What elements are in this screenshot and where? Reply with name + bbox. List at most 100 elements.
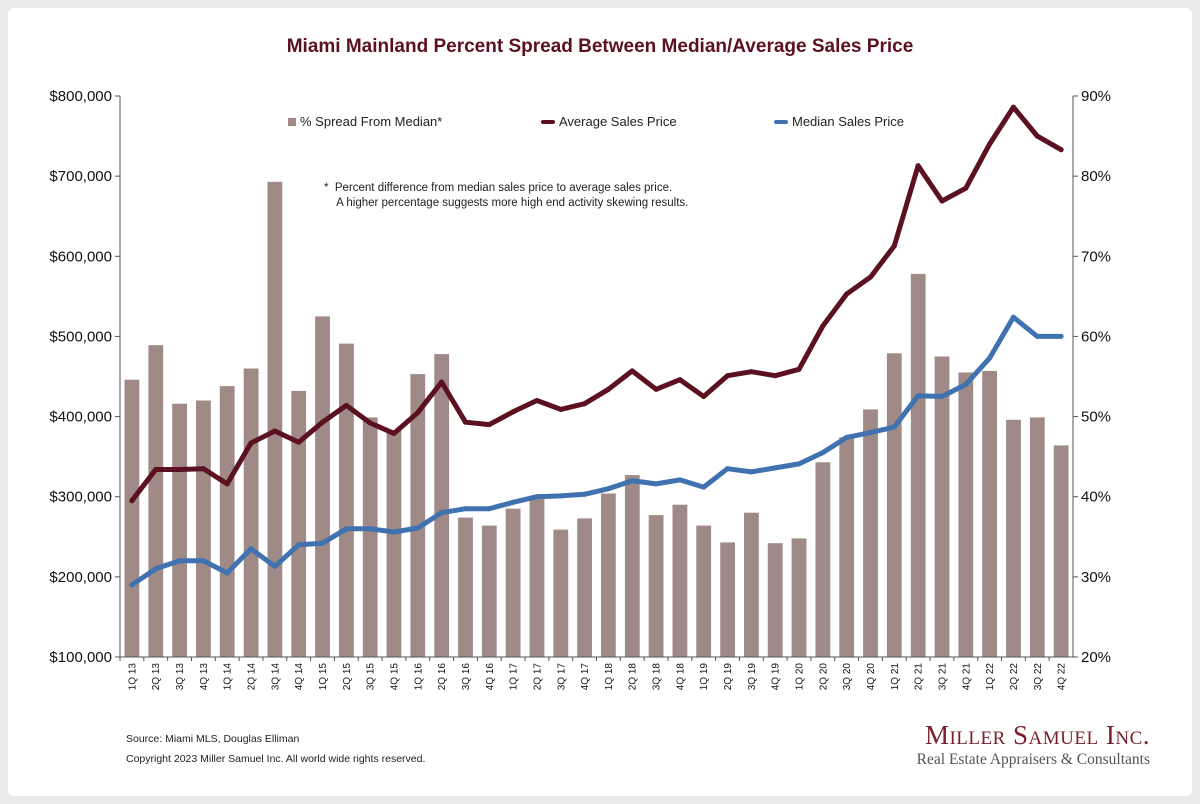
bar-spread-10 — [362, 417, 378, 657]
point-average-34 — [939, 198, 945, 204]
point-average-24 — [701, 394, 707, 399]
point-average-32 — [891, 243, 897, 249]
x-tick-label-7: 4Q 14 — [294, 663, 305, 691]
point-median-32 — [891, 424, 897, 430]
bar-spread-3 — [196, 400, 211, 657]
point-median-12 — [415, 525, 421, 531]
bar-spread-25 — [720, 542, 735, 657]
x-tick-label-35: 4Q 21 — [961, 663, 972, 691]
point-average-22 — [653, 386, 659, 392]
point-average-25 — [725, 373, 730, 379]
point-average-18 — [558, 406, 564, 412]
point-average-8 — [320, 419, 325, 425]
legend-label-spread: % Spread From Median* — [300, 114, 443, 129]
chart-footnote: * Percent difference from median sales p… — [324, 182, 689, 209]
x-tick-label-8: 1Q 15 — [318, 663, 329, 691]
point-average-38 — [1034, 133, 1040, 139]
chart-title: Miami Mainland Percent Spread Between Me… — [286, 36, 914, 57]
point-average-2 — [177, 467, 183, 472]
bar-spread-6 — [267, 181, 283, 658]
point-average-10 — [367, 420, 373, 426]
point-average-15 — [486, 422, 492, 428]
point-median-15 — [486, 506, 492, 512]
point-average-5 — [248, 440, 254, 446]
point-average-20 — [605, 386, 611, 392]
point-average-3 — [200, 466, 206, 472]
bar-spread-4 — [219, 386, 235, 657]
x-tick-label-30: 3Q 20 — [842, 663, 853, 691]
bar-spread-0 — [124, 379, 140, 657]
bar-spread-38 — [1029, 417, 1045, 657]
point-average-6 — [272, 428, 278, 434]
legend-label-median: Median Sales Price — [792, 114, 904, 129]
point-median-5 — [248, 546, 254, 552]
point-median-31 — [868, 430, 873, 436]
y-left-tick-label-1: $200,000 — [49, 569, 112, 586]
line-average-sales-price — [129, 104, 1064, 504]
x-tick-label-11: 4Q 15 — [389, 663, 400, 691]
x-tick-label-33: 2Q 21 — [914, 663, 925, 691]
y-right-tick-label-5: 70% — [1081, 248, 1111, 265]
point-median-4 — [224, 570, 230, 576]
x-tick-label-22: 3Q 18 — [652, 663, 663, 691]
bar-spread-2 — [172, 403, 187, 657]
x-tick-label-23: 4Q 18 — [675, 663, 686, 691]
bar-spread-5 — [243, 368, 259, 657]
point-average-9 — [343, 402, 349, 408]
point-average-14 — [463, 419, 468, 425]
x-tick-label-14: 3Q 16 — [461, 663, 472, 691]
point-average-37 — [1010, 104, 1016, 110]
x-tick-label-1: 2Q 13 — [151, 663, 162, 691]
point-average-27 — [772, 373, 778, 379]
point-average-19 — [582, 401, 588, 407]
y-right-tick-label-6: 80% — [1081, 168, 1111, 185]
y-left-tick-label-5: $600,000 — [49, 248, 112, 265]
point-median-0 — [129, 582, 135, 588]
point-average-23 — [677, 377, 683, 383]
bar-spread-29 — [815, 462, 831, 657]
legend-swatch-average — [541, 119, 555, 124]
point-median-6 — [272, 563, 278, 569]
point-average-17 — [534, 398, 540, 403]
x-tick-label-2: 3Q 13 — [175, 663, 186, 691]
point-median-19 — [582, 491, 588, 497]
x-tick-label-9: 2Q 15 — [342, 663, 353, 691]
point-median-36 — [987, 355, 993, 361]
x-tick-label-13: 2Q 16 — [437, 663, 448, 691]
x-tick-label-21: 2Q 18 — [628, 663, 639, 691]
bar-spread-35 — [958, 372, 974, 657]
point-median-8 — [320, 540, 325, 546]
x-tick-label-12: 1Q 16 — [413, 663, 424, 691]
x-tick-label-27: 4Q 19 — [771, 663, 782, 691]
legend-item-median: Median Sales Price — [774, 114, 904, 129]
point-median-35 — [963, 382, 969, 387]
bar-spread-22 — [648, 515, 664, 657]
point-average-16 — [510, 409, 516, 415]
bar-spread-37 — [1006, 419, 1021, 657]
point-median-20 — [605, 486, 611, 492]
x-tick-label-29: 2Q 20 — [818, 663, 829, 691]
bar-spread-18 — [553, 529, 569, 657]
bar-spread-33 — [910, 273, 926, 657]
point-average-30 — [844, 291, 850, 297]
point-median-24 — [701, 484, 707, 490]
point-median-3 — [200, 558, 206, 564]
y-right-tick-label-1: 30% — [1081, 569, 1111, 586]
point-average-36 — [987, 141, 993, 147]
bar-spread-30 — [839, 437, 855, 657]
x-tick-label-34: 3Q 21 — [937, 663, 948, 691]
point-average-11 — [391, 430, 397, 436]
brand-tagline: Real Estate Appraisers & Consultants — [916, 751, 1150, 768]
bar-spread-12 — [410, 374, 426, 657]
brand-name: Miller Samuel Inc. — [924, 720, 1150, 750]
bar-spread-16 — [505, 508, 521, 657]
y-left-tick-label-6: $700,000 — [49, 168, 112, 185]
x-tick-label-31: 4Q 20 — [866, 663, 877, 691]
x-tick-label-24: 1Q 19 — [699, 663, 710, 691]
line-median-sales-price — [129, 314, 1064, 588]
point-average-28 — [796, 366, 802, 372]
point-average-1 — [153, 467, 159, 472]
source-text: Source: Miami MLS, Douglas Elliman — [126, 733, 300, 745]
x-tick-label-28: 1Q 20 — [795, 663, 806, 691]
